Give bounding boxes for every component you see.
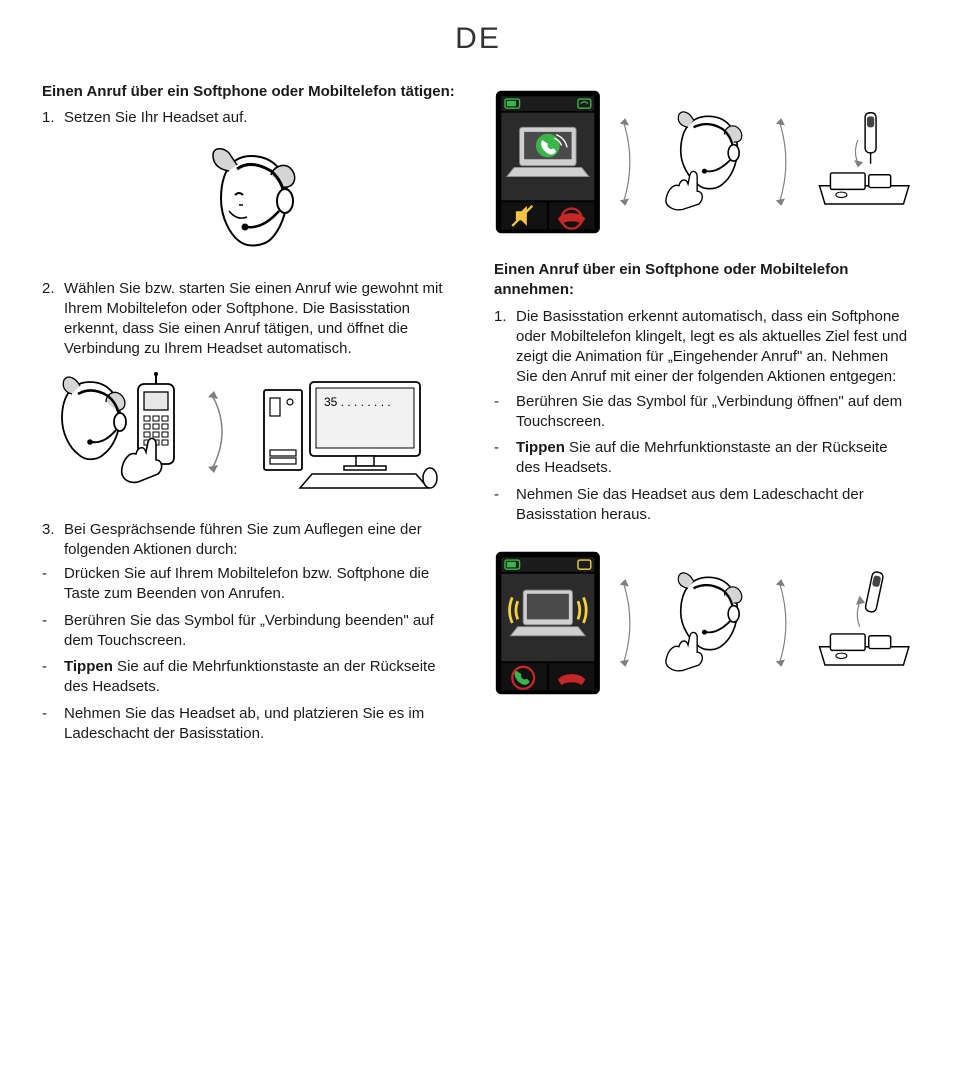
right-column: Einen Anruf über ein Softphone oder Mobi… bbox=[494, 82, 914, 750]
list-marker: - bbox=[494, 485, 516, 526]
arrow-divider-icon bbox=[774, 553, 798, 693]
figure-dial-call: 35 . . . . . . . . bbox=[42, 372, 460, 492]
left-column: Einen Anruf über ein Softphone oder Mobi… bbox=[42, 82, 460, 750]
right-step-1-text: Die Basisstation erkennt automatisch, da… bbox=[516, 307, 914, 388]
left-bullet-4: - Nehmen Sie das Headset ab, und platzie… bbox=[42, 704, 460, 745]
list-marker: - bbox=[42, 657, 64, 698]
left-step-1-text: Setzen Sie Ihr Headset auf. bbox=[64, 108, 460, 128]
list-marker: 2. bbox=[42, 279, 64, 360]
left-bullet-1-text: Drücken Sie auf Ihrem Mobiltelefon bzw. … bbox=[64, 564, 460, 605]
list-marker: - bbox=[42, 564, 64, 605]
left-step-3-text: Bei Gesprächsende führen Sie zum Auflege… bbox=[64, 520, 460, 561]
left-bullet-1: - Drücken Sie auf Ihrem Mobiltelefon bzw… bbox=[42, 564, 460, 605]
right-bullet-2-rest: Sie auf die Mehrfunktionstaste an der Rü… bbox=[516, 439, 888, 476]
two-column-layout: Einen Anruf über ein Softphone oder Mobi… bbox=[42, 82, 914, 750]
head-tap-icon bbox=[657, 102, 757, 222]
left-bullet-2: - Berühren Sie das Symbol für „Verbindun… bbox=[42, 611, 460, 652]
right-bullet-3: - Nehmen Sie das Headset aus dem Ladesch… bbox=[494, 485, 914, 526]
manual-page: DE Einen Anruf über ein Softphone oder M… bbox=[0, 0, 954, 1090]
right-bullet-3-text: Nehmen Sie das Headset aus dem Ladeschac… bbox=[516, 485, 914, 526]
left-bullet-4-text: Nehmen Sie das Headset ab, und platziere… bbox=[64, 704, 460, 745]
right-bullet-1: - Berühren Sie das Symbol für „Verbindun… bbox=[494, 392, 914, 433]
left-bullet-3-rest: Sie auf die Mehrfunktionstaste an der Rü… bbox=[64, 658, 436, 695]
dock-insert-icon bbox=[814, 102, 914, 222]
right-heading: Einen Anruf über ein Softphone oder Mobi… bbox=[494, 260, 914, 301]
right-bullet-1-text: Berühren Sie das Symbol für „Verbindung … bbox=[516, 392, 914, 433]
figure-end-call bbox=[494, 82, 914, 242]
head-headset-icon bbox=[191, 141, 311, 261]
left-bullet-3: - Tippen Sie auf die Mehrfunktionstaste … bbox=[42, 657, 460, 698]
left-heading: Einen Anruf über ein Softphone oder Mobi… bbox=[42, 82, 460, 102]
list-marker: - bbox=[42, 704, 64, 745]
base-touchscreen-incoming-icon bbox=[494, 543, 602, 703]
figure-incoming-call bbox=[494, 543, 914, 703]
page-lang-header: DE bbox=[42, 22, 914, 56]
figure-headset-on bbox=[42, 141, 460, 261]
list-marker: - bbox=[494, 392, 516, 433]
right-bullet-2: - Tippen Sie auf die Mehrfunktionstaste … bbox=[494, 438, 914, 479]
list-marker: 3. bbox=[42, 520, 64, 561]
tippen-strong: Tippen bbox=[516, 439, 565, 456]
list-marker: - bbox=[42, 611, 64, 652]
right-bullet-2-text: Tippen Sie auf die Mehrfunktionstaste an… bbox=[516, 438, 914, 479]
hand-mobile-icon bbox=[50, 372, 190, 492]
desktop-pc-icon: 35 . . . . . . . . bbox=[258, 372, 438, 492]
tippen-strong: Tippen bbox=[64, 658, 113, 675]
left-step-2-text: Wählen Sie bzw. starten Sie einen Anruf … bbox=[64, 279, 460, 360]
left-bullet-3-text: Tippen Sie auf die Mehrfunktionstaste an… bbox=[64, 657, 460, 698]
list-marker: 1. bbox=[494, 307, 516, 388]
head-tap-icon bbox=[657, 563, 757, 683]
left-bullet-2-text: Berühren Sie das Symbol für „Verbindung … bbox=[64, 611, 460, 652]
arrow-right-icon bbox=[206, 377, 242, 487]
left-step-1: 1. Setzen Sie Ihr Headset auf. bbox=[42, 108, 460, 128]
left-step-3: 3. Bei Gesprächsende führen Sie zum Aufl… bbox=[42, 520, 460, 561]
monitor-label-text: 35 . . . . . . . . bbox=[324, 395, 391, 409]
arrow-divider-icon bbox=[774, 92, 798, 232]
left-step-2: 2. Wählen Sie bzw. starten Sie einen Anr… bbox=[42, 279, 460, 360]
arrow-divider-icon bbox=[618, 92, 642, 232]
right-step-1: 1. Die Basisstation erkennt automatisch,… bbox=[494, 307, 914, 388]
list-marker: - bbox=[494, 438, 516, 479]
dock-remove-icon bbox=[814, 563, 914, 683]
base-touchscreen-endcall-icon bbox=[494, 82, 602, 242]
list-marker: 1. bbox=[42, 108, 64, 128]
arrow-divider-icon bbox=[618, 553, 642, 693]
